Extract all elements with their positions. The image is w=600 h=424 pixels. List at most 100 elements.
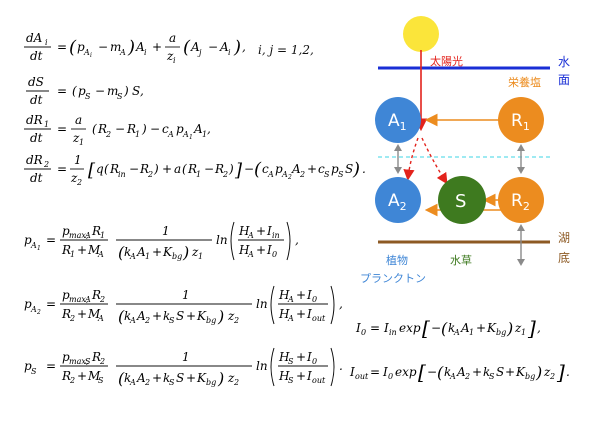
svg-text:1: 1 xyxy=(198,252,203,261)
svg-text:0: 0 xyxy=(388,372,393,381)
equation-pA2: p_{A_2} = p_{max,A} R_2/(R_2 + M_A) · 1/… xyxy=(22,278,362,334)
svg-text:S: S xyxy=(288,357,294,366)
node-R1 xyxy=(498,97,544,143)
plankton-label: プランクトン xyxy=(360,272,426,285)
svg-text:p: p xyxy=(24,359,32,373)
svg-text:,: , xyxy=(140,84,144,98)
svg-text:H: H xyxy=(238,224,250,238)
svg-text:(: ( xyxy=(118,307,125,326)
svg-text:out: out xyxy=(355,372,369,381)
svg-text:+: + xyxy=(77,369,87,383)
svg-text:A: A xyxy=(247,231,254,240)
svg-text:dt: dt xyxy=(30,93,43,107)
svg-text:): ) xyxy=(217,307,224,326)
svg-text:1: 1 xyxy=(100,231,105,240)
svg-text:R: R xyxy=(91,350,101,364)
svg-text:ln: ln xyxy=(256,297,268,311)
svg-text:A: A xyxy=(182,130,189,139)
svg-text:q: q xyxy=(96,162,104,176)
svg-text:.: . xyxy=(566,365,570,379)
svg-text:+: + xyxy=(296,288,306,302)
svg-text:0: 0 xyxy=(312,295,317,304)
svg-text:i: i xyxy=(228,48,231,57)
svg-text:]: ] xyxy=(234,160,243,181)
nutrient-label: 栄養塩 xyxy=(508,75,541,89)
svg-text:1: 1 xyxy=(196,170,201,179)
svg-text:]: ] xyxy=(556,360,565,384)
svg-text:R: R xyxy=(91,288,101,302)
svg-text:out: out xyxy=(312,314,326,323)
svg-text:2: 2 xyxy=(69,314,75,323)
svg-text:in: in xyxy=(389,328,397,337)
svg-text:R: R xyxy=(214,162,224,176)
svg-text:dS: dS xyxy=(28,75,44,89)
svg-text:=: = xyxy=(57,122,67,136)
svg-text:[: [ xyxy=(422,316,430,340)
equation-dR2-dt: dR_2/dt = (1/z_2)[q(R_in − R_2) + a(R_1 … xyxy=(22,148,372,190)
svg-text:exp: exp xyxy=(399,321,421,335)
svg-text:A: A xyxy=(84,295,91,304)
svg-text:=: = xyxy=(57,162,67,176)
svg-text:]: ] xyxy=(527,316,536,340)
svg-text:2: 2 xyxy=(287,174,292,181)
svg-text:S: S xyxy=(85,92,91,101)
svg-text:2: 2 xyxy=(43,160,49,169)
sunlight-label: 太陽光 xyxy=(430,54,463,68)
equation-dR1-dt: dR_1/dt = (a/z_1)(R_2 − R_1) − c_A p_{A_… xyxy=(22,108,262,148)
svg-text:.: . xyxy=(339,359,343,373)
lake-ecosystem-diagram: 水 面 太陽光 栄養塩 湖 底 A1 R1 A2 S R2 植物 xyxy=(360,16,570,285)
svg-text:A: A xyxy=(267,170,274,179)
svg-text:p: p xyxy=(62,224,70,238)
svg-text:2: 2 xyxy=(76,178,82,187)
svg-text:A: A xyxy=(97,314,104,323)
svg-text:z: z xyxy=(227,371,235,385)
exchange-arrow-A1-A2 xyxy=(394,144,402,174)
svg-text:2: 2 xyxy=(549,372,555,381)
svg-text:A: A xyxy=(97,250,104,259)
aquatic-weed-label: 水草 xyxy=(450,254,472,267)
svg-text:2: 2 xyxy=(144,378,150,387)
svg-text:): ) xyxy=(352,159,360,180)
svg-text:): ) xyxy=(217,369,224,388)
svg-text:k: k xyxy=(124,309,131,323)
svg-text:2: 2 xyxy=(99,295,105,304)
svg-text:bg: bg xyxy=(206,378,216,387)
svg-text:R: R xyxy=(61,243,71,257)
svg-text:S: S xyxy=(176,371,184,385)
svg-text:I: I xyxy=(306,288,312,302)
equation-Iout: I_out = I_0 exp[−(k_A A_2 + k_S S + K_bg… xyxy=(348,356,598,390)
index-note: i, j = 1,2, xyxy=(258,43,314,57)
svg-text:1: 1 xyxy=(70,250,75,259)
svg-text:A: A xyxy=(193,122,203,136)
svg-text:A: A xyxy=(136,309,146,323)
svg-text:z: z xyxy=(191,245,199,259)
svg-text:R: R xyxy=(187,162,197,176)
svg-text:1: 1 xyxy=(469,328,474,337)
svg-text:2: 2 xyxy=(105,130,111,139)
equation-pS: p_S = p_{max,S} R_2/(R_2 + M_S) · 1/((k_… xyxy=(22,340,362,396)
svg-text:,: , xyxy=(339,297,343,311)
light-arrow-to-A2 xyxy=(403,137,419,181)
svg-text:k: k xyxy=(448,321,455,335)
svg-text:A: A xyxy=(129,252,136,261)
equation-pA1: p_{A_1} = p_{max,A} R_1/(R_1 + M_A) · 1/… xyxy=(22,214,322,268)
svg-text:m: m xyxy=(110,40,121,54)
svg-text:ln: ln xyxy=(216,233,228,247)
svg-text:exp: exp xyxy=(395,365,417,379)
svg-text:A: A xyxy=(136,371,146,385)
svg-text:1: 1 xyxy=(37,245,41,252)
svg-text:): ) xyxy=(127,37,135,58)
svg-text:0: 0 xyxy=(312,357,317,366)
svg-text:+: + xyxy=(505,365,515,379)
svg-text:(: ( xyxy=(118,369,125,388)
svg-text:−: − xyxy=(115,122,125,136)
svg-text:p: p xyxy=(62,350,70,364)
svg-text:A: A xyxy=(460,321,470,335)
svg-text:2: 2 xyxy=(233,378,239,387)
svg-text:=: = xyxy=(370,321,380,335)
svg-text:max,: max, xyxy=(69,357,88,366)
svg-text:[: [ xyxy=(418,360,426,384)
